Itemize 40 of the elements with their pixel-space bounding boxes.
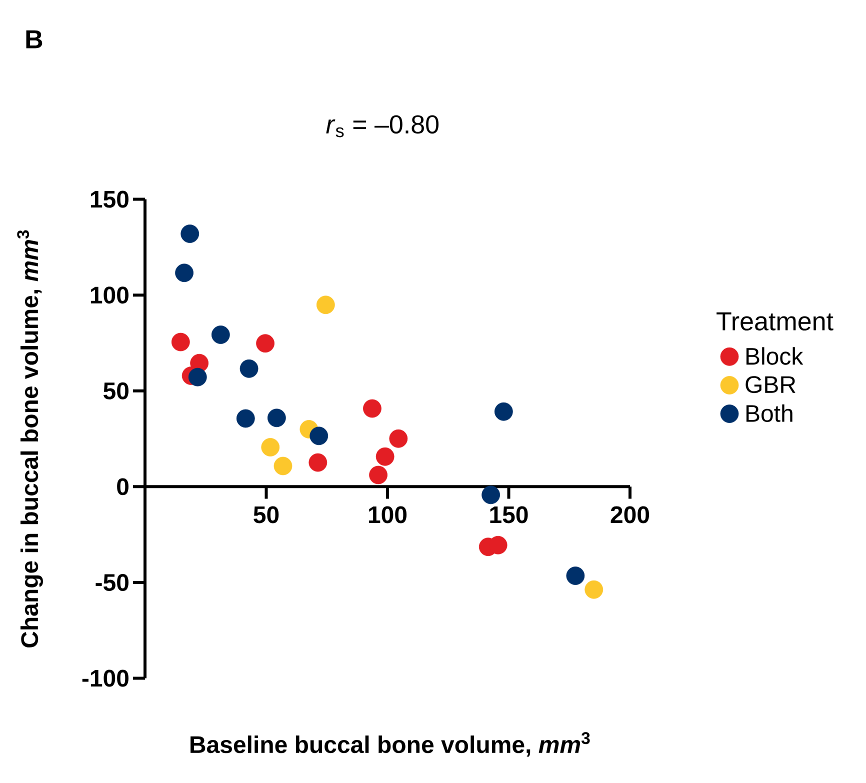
point: [482, 486, 500, 504]
legend-title: Treatment: [716, 312, 834, 330]
point: [256, 334, 274, 353]
y-tick-label: 50: [104, 382, 128, 400]
x-tick-label: 50: [254, 506, 279, 524]
y-tick-label: 150: [90, 190, 128, 208]
point: [240, 359, 258, 378]
point: [389, 429, 408, 448]
x-tick-label: 100: [368, 506, 407, 524]
point: [310, 426, 328, 446]
point: [363, 399, 382, 418]
point: [308, 453, 328, 472]
point: [180, 224, 200, 243]
text: B: [26, 30, 42, 48]
point: [175, 264, 194, 282]
x-tick-label: 200: [610, 506, 650, 524]
point: [261, 438, 280, 456]
y-tick-label: -100: [82, 670, 128, 687]
point: [566, 566, 585, 585]
legend-label: Both: [746, 404, 792, 422]
y-tick-label: 0: [117, 478, 128, 496]
x-axis-title: Baseline buccal bone volume, mm$^{3}$: [190, 732, 590, 757]
legend-label: Block: [746, 347, 804, 365]
point: [236, 409, 255, 428]
y-tick-label: 100: [90, 286, 128, 304]
point: [494, 402, 513, 421]
y-tick-label: -50: [96, 574, 128, 591]
y-axis-title: Change in buccal bone volume, mm$^{3}$: [17, 230, 43, 648]
point: [376, 447, 394, 466]
chart-title: r$_{s}$ = –0.80: [326, 115, 439, 138]
point: [274, 456, 292, 476]
point: [188, 368, 207, 386]
point: [171, 332, 190, 352]
legend-label: GBR: [746, 376, 796, 394]
point: [267, 408, 286, 428]
x-tick-label: 150: [490, 506, 528, 524]
point: [584, 580, 604, 599]
point: [211, 326, 230, 344]
point: [369, 466, 388, 484]
point: [316, 296, 335, 314]
